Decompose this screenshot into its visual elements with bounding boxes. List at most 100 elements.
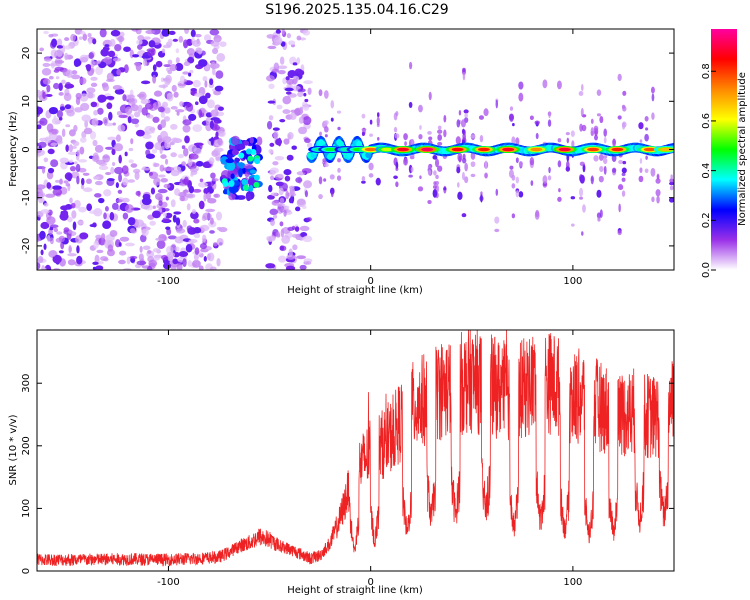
- noise-speckle: [182, 39, 189, 49]
- noise-speckle: [192, 39, 201, 47]
- noise-speckle: [210, 136, 214, 146]
- noise-speckle: [144, 125, 154, 135]
- onset-peak: [241, 178, 248, 185]
- onset-speckle: [246, 193, 252, 202]
- sidelobe-speckle: [651, 112, 655, 120]
- noise-speckle: [151, 148, 158, 154]
- noise-speckle: [78, 159, 88, 163]
- noise-speckle: [68, 245, 72, 254]
- noise-speckle: [64, 37, 70, 42]
- noise-speckle: [106, 72, 114, 82]
- noise-speckle: [193, 253, 199, 261]
- noise-speckle: [194, 247, 200, 255]
- noise-speckle: [67, 253, 77, 257]
- noise-speckle: [215, 156, 221, 161]
- noise-speckle: [286, 83, 293, 89]
- noise-speckle: [179, 75, 186, 85]
- noise-speckle: [297, 91, 304, 98]
- noise-speckle: [92, 154, 100, 162]
- sidelobe-speckle: [437, 141, 443, 146]
- noise-speckle: [67, 173, 72, 182]
- noise-speckle: [155, 237, 165, 241]
- noise-speckle: [71, 145, 77, 149]
- noise-speckle: [190, 173, 194, 177]
- band-peak-core: [380, 147, 393, 152]
- noise-speckle: [269, 142, 275, 147]
- sidelobe-speckle: [512, 122, 515, 127]
- sidelobe-speckle: [590, 175, 594, 185]
- noise-speckle: [40, 267, 47, 270]
- sidelobe-speckle: [518, 92, 524, 102]
- noise-speckle: [137, 34, 145, 41]
- noise-speckle: [45, 193, 56, 198]
- noise-speckle: [65, 69, 73, 78]
- noise-speckle: [186, 203, 191, 211]
- noise-speckle: [48, 75, 54, 80]
- noise-speckle: [63, 180, 69, 184]
- noise-speckle: [155, 60, 163, 68]
- noise-speckle: [170, 106, 178, 110]
- noise-speckle: [97, 94, 107, 103]
- noise-speckle: [298, 116, 304, 124]
- sidelobe-speckle: [457, 191, 463, 201]
- onset-speckle: [230, 135, 240, 146]
- noise-speckle: [152, 205, 156, 210]
- noise-speckle: [169, 64, 177, 72]
- sidelobe-speckle: [462, 132, 466, 141]
- noise-speckle: [108, 111, 113, 121]
- sidelobe-speckle: [456, 166, 461, 174]
- noise-speckle: [170, 265, 177, 270]
- sidelobe-speckle: [419, 175, 422, 180]
- sidelobe-speckle: [599, 209, 603, 218]
- sidelobe-speckle: [418, 104, 423, 113]
- noise-speckle: [267, 100, 276, 104]
- noise-speckle: [79, 77, 87, 85]
- noise-speckle: [136, 39, 143, 45]
- noise-speckle: [279, 197, 285, 204]
- noise-speckle: [121, 165, 129, 175]
- sidelobe-speckle: [621, 190, 626, 197]
- band-peak-core: [397, 147, 410, 152]
- sidelobe-speckle: [571, 140, 575, 148]
- onset-speckle: [221, 169, 231, 180]
- noise-speckle: [143, 36, 151, 40]
- sidelobe-speckle: [462, 73, 466, 81]
- noise-speckle: [46, 182, 52, 189]
- noise-speckle: [198, 59, 208, 67]
- noise-speckle: [175, 48, 180, 54]
- noise-speckle: [101, 233, 106, 240]
- noise-speckle: [148, 171, 154, 176]
- noise-speckle: [211, 48, 219, 55]
- sidelobe-speckle: [457, 182, 460, 188]
- noise-speckle: [86, 203, 93, 212]
- noise-speckle: [61, 128, 66, 138]
- sidelobe-speckle: [461, 128, 465, 135]
- sidelobe-speckle: [369, 119, 373, 125]
- noise-speckle: [42, 91, 46, 99]
- sidelobe-speckle: [443, 129, 447, 138]
- noise-speckle: [272, 127, 280, 131]
- noise-speckle: [193, 233, 201, 239]
- noise-speckle: [299, 106, 304, 111]
- noise-speckle: [164, 140, 171, 150]
- spectrogram-x-axis-label: Height of straight line (km): [287, 285, 423, 296]
- sidelobe-speckle: [593, 125, 599, 132]
- noise-speckle: [184, 29, 190, 35]
- noise-speckle: [116, 198, 123, 203]
- noise-speckle: [153, 177, 161, 186]
- noise-speckle: [163, 116, 170, 122]
- noise-speckle: [46, 216, 56, 225]
- sidelobe-speckle: [437, 165, 443, 172]
- noise-speckle: [296, 57, 301, 65]
- noise-speckle: [201, 234, 207, 243]
- sidelobe-speckle: [330, 100, 335, 109]
- sidelobe-speckle: [461, 123, 466, 128]
- noise-speckle: [69, 165, 76, 172]
- noise-speckle: [160, 119, 167, 129]
- noise-speckle: [295, 206, 301, 212]
- sidelobe-speckle: [669, 185, 674, 191]
- noise-speckle: [121, 197, 130, 203]
- snr-y-axis-label: SNR (10 * v/v): [8, 414, 19, 485]
- sidelobe-speckle: [377, 136, 380, 141]
- noise-speckle: [141, 167, 151, 171]
